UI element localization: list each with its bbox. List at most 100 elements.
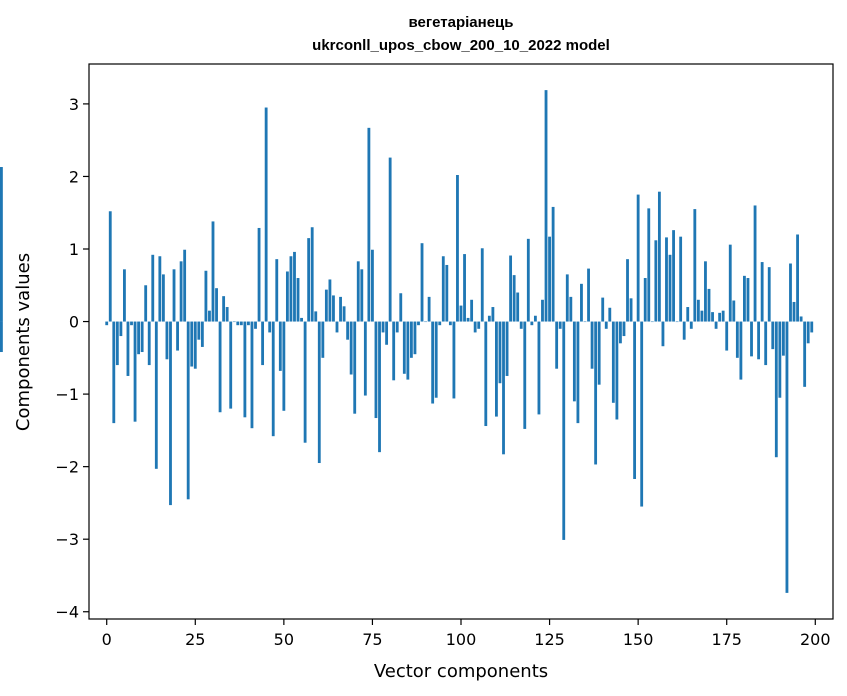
bar-156 (657, 191, 661, 322)
bar-38 (239, 321, 243, 326)
bar-151 (640, 321, 644, 507)
bar-76 (374, 321, 378, 419)
bar-105 (477, 321, 481, 329)
y-axis-label: Components values (13, 253, 34, 431)
bar-63 (328, 279, 332, 322)
y-tick-label: 1 (69, 240, 79, 259)
bar-167 (696, 299, 700, 322)
bar-137 (590, 321, 594, 369)
x-tick-label: 175 (711, 630, 742, 649)
bar-121 (533, 315, 537, 322)
bar-189 (774, 321, 778, 458)
y-tick-label: −4 (55, 603, 79, 622)
bar-101 (463, 254, 466, 322)
bar-32 (218, 321, 222, 413)
bar-53 (293, 251, 296, 322)
bar-170 (707, 288, 711, 322)
bar-117 (519, 321, 523, 329)
bar-185 (760, 262, 764, 322)
bar-146 (622, 321, 626, 337)
bar-91 (427, 296, 431, 322)
bar-116 (516, 292, 520, 322)
bar-68 (346, 321, 350, 340)
bar-175 (725, 321, 729, 351)
bar-115 (512, 275, 516, 322)
bar-16 (161, 274, 165, 322)
bar-160 (672, 230, 675, 322)
bar-124 (544, 90, 548, 322)
bar-28 (204, 270, 208, 322)
bar-127 (555, 321, 559, 369)
bar-51 (285, 271, 289, 322)
bar-102 (466, 317, 470, 322)
bar-43 (257, 227, 261, 322)
bar-171 (711, 312, 714, 322)
bar-10 (140, 321, 144, 353)
bar-133 (576, 321, 580, 424)
bar-4 (119, 321, 123, 337)
bar-44 (261, 321, 265, 366)
bar-143 (611, 321, 615, 403)
bar-35 (229, 321, 233, 409)
bar-181 (746, 278, 750, 322)
bar-19 (172, 269, 176, 322)
bar-56 (303, 321, 307, 443)
bar-163 (682, 321, 686, 340)
x-tick-label: 150 (623, 630, 654, 649)
bar-126 (551, 206, 555, 322)
bar-130 (565, 274, 569, 322)
bar-1 (108, 211, 112, 322)
bar-33 (222, 296, 226, 322)
bar-18 (169, 321, 172, 506)
chart-subtitle: ukrconll_upos_cbow_200_10_2022 model (312, 37, 610, 54)
bar-166 (693, 209, 697, 322)
bar-8 (133, 321, 137, 422)
bar-104 (473, 321, 477, 333)
bar-undefined (0, 321, 3, 353)
bar-147 (626, 259, 629, 322)
bar-34 (225, 307, 229, 322)
x-tick-label: 100 (446, 630, 477, 649)
bar-41 (250, 321, 254, 429)
bar-22 (183, 249, 187, 322)
bar-88 (417, 321, 420, 326)
bar-134 (580, 283, 583, 322)
bar-108 (487, 315, 491, 322)
bar-144 (615, 321, 619, 420)
bar-194 (792, 301, 796, 322)
bar-118 (523, 321, 527, 429)
bar-157 (661, 321, 665, 347)
bar-undefined (0, 167, 3, 322)
bar-192 (785, 321, 789, 593)
bar-60 (317, 321, 321, 464)
bar-42 (254, 321, 257, 329)
bar-71 (356, 261, 360, 322)
bar-196 (799, 316, 803, 322)
bar-23 (186, 321, 190, 500)
y-tick-label: −2 (55, 458, 79, 477)
bar-2 (112, 321, 116, 424)
bar-29 (208, 310, 211, 322)
bar-111 (498, 321, 502, 384)
bar-113 (505, 321, 509, 376)
bar-109 (491, 307, 495, 322)
bar-95 (441, 256, 445, 322)
bar-119 (526, 238, 530, 322)
bar-24 (190, 321, 194, 367)
bar-168 (700, 310, 704, 322)
bar-30 (211, 221, 215, 322)
bar-165 (689, 321, 693, 329)
bar-142 (608, 307, 612, 322)
bar-64 (332, 295, 335, 322)
bar-82 (395, 321, 399, 333)
bar-84 (402, 321, 406, 374)
bar-79 (385, 321, 389, 345)
bar-77 (378, 321, 381, 453)
bar-174 (721, 310, 725, 322)
bar-6 (126, 321, 130, 376)
bar-45 (264, 107, 268, 322)
bar-39 (243, 321, 247, 418)
bar-162 (679, 236, 683, 322)
bar-188 (771, 321, 775, 350)
bar-122 (537, 321, 541, 415)
